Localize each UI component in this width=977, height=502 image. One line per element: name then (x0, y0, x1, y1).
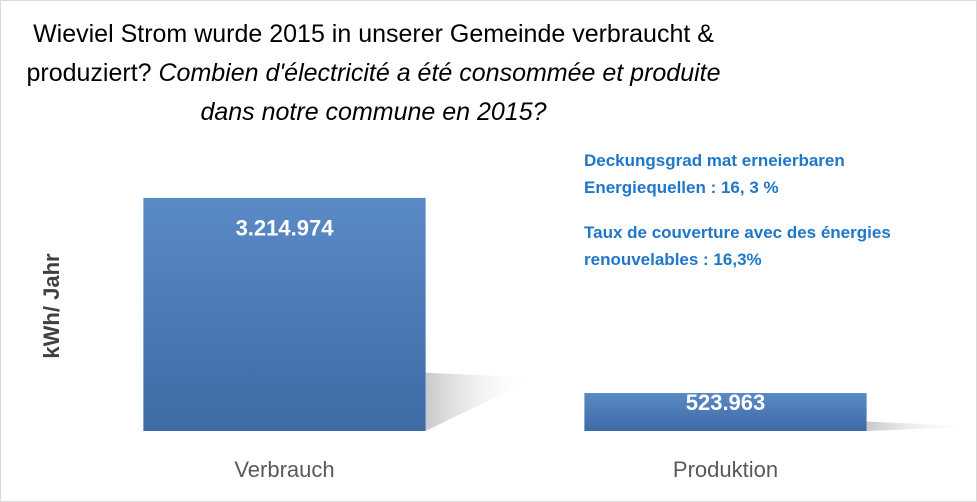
title: Wieviel Strom wurde 2015 in unserer Geme… (26, 20, 714, 87)
bar-shadow (866, 421, 976, 431)
annotation: Deckungsgrad mat erneierbaren Energieque… (584, 151, 845, 197)
subtitle: Combien d'électricité a été consommée et… (158, 59, 721, 126)
annotations: Deckungsgrad mat erneierbaren Energieque… (584, 147, 929, 291)
bar (143, 197, 426, 431)
x-tick-label: Produktion (673, 457, 778, 482)
chart-title: Wieviel Strom wurde 2015 in unserer Geme… (1, 15, 746, 132)
annotation: Taux de couverture avec des énergies ren… (584, 223, 891, 269)
bar-shadow (425, 372, 536, 431)
bar (584, 393, 867, 431)
data-label: 523.963 (686, 390, 766, 415)
data-label: 3.214.974 (236, 216, 335, 241)
y-axis-label: kWh/ Jahr (39, 253, 64, 359)
x-tick-label: Verbrauch (234, 457, 334, 482)
